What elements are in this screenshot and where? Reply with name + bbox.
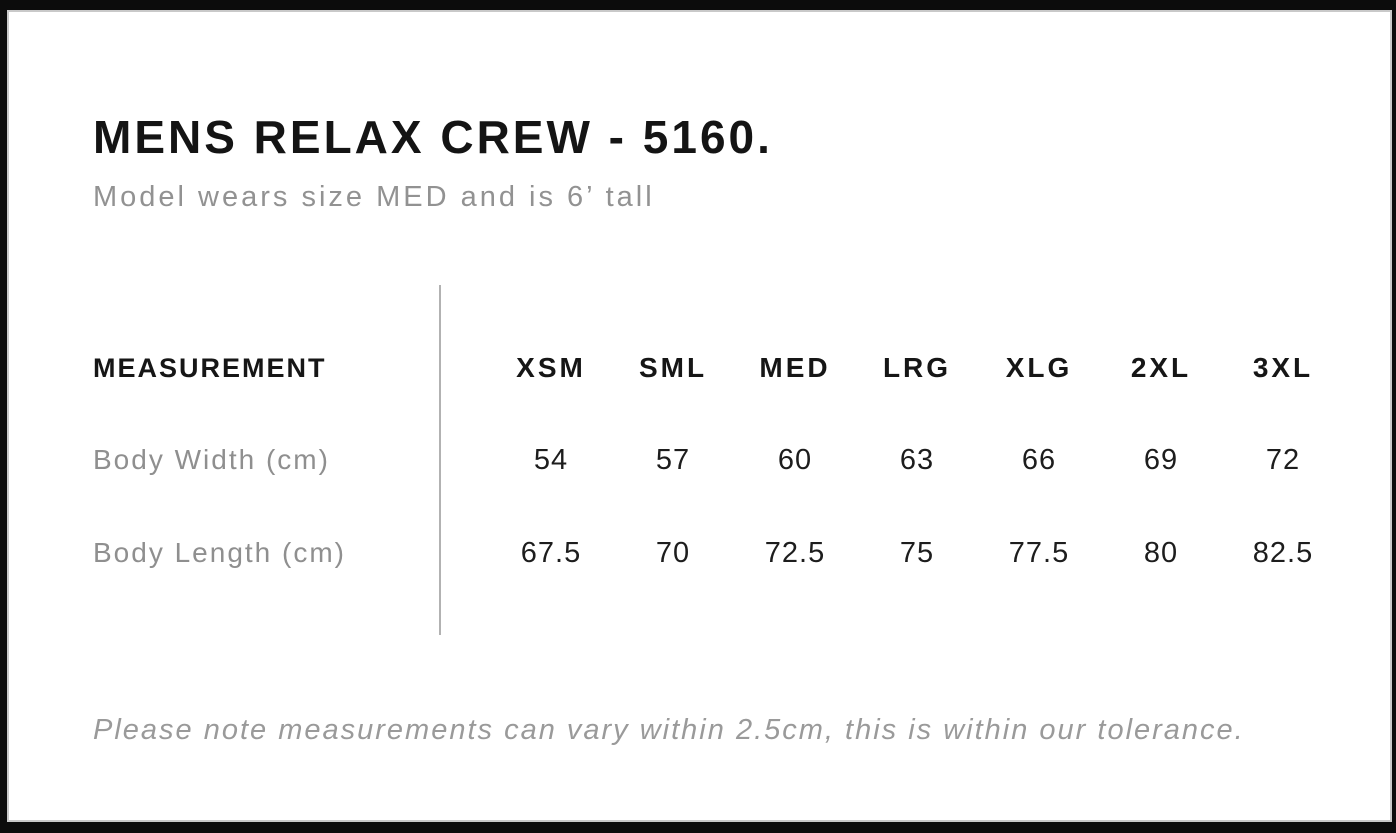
page-background xyxy=(7,10,1392,822)
size-header-xsm: XSM xyxy=(516,352,586,383)
body-length-value-xsm: 67.5 xyxy=(520,536,582,569)
size-header-lrg: LRG xyxy=(882,352,952,383)
size-header-2xl: 2XL xyxy=(1130,352,1192,383)
size-header-3xl: 3XL xyxy=(1252,352,1314,383)
measurement-column-header: MEASUREMENT xyxy=(93,352,327,383)
page-title: MENS RELAX CREW - 5160. xyxy=(93,111,773,163)
size-header-sml: SML xyxy=(638,352,708,383)
body-length-value-lrg: 75 xyxy=(899,536,935,569)
body-width-value-xsm: 54 xyxy=(533,443,569,476)
body-width-value-lrg: 63 xyxy=(899,443,935,476)
body-length-value-med: 72.5 xyxy=(764,536,826,569)
row-label-body-length: Body Length (cm) xyxy=(93,537,346,568)
body-length-value-xlg: 77.5 xyxy=(1008,536,1070,569)
body-width-value-sml: 57 xyxy=(655,443,691,476)
size-header-med: MED xyxy=(759,352,831,383)
tolerance-note: Please note measurements can vary within… xyxy=(93,714,1245,746)
body-length-value-sml: 70 xyxy=(655,536,691,569)
body-width-value-med: 60 xyxy=(777,443,813,476)
body-width-value-xlg: 66 xyxy=(1021,443,1057,476)
model-size-note: Model wears size MED and is 6’ tall xyxy=(93,181,655,213)
body-width-value-3xl: 72 xyxy=(1265,443,1301,476)
table-header-row: MEASUREMENT XSM SML MED LRG XLG 2XL 3XL xyxy=(93,351,1344,385)
size-header-xlg: XLG xyxy=(1005,352,1073,383)
body-width-value-2xl: 69 xyxy=(1143,443,1179,476)
table-row-body-length: Body Length (cm) 67.5 70 72.5 75 77.5 80… xyxy=(93,536,1344,570)
table-vertical-divider xyxy=(439,285,441,635)
body-length-value-3xl: 82.5 xyxy=(1252,536,1314,569)
body-length-value-2xl: 80 xyxy=(1143,536,1179,569)
row-label-body-width: Body Width (cm) xyxy=(93,444,330,475)
table-row-body-width: Body Width (cm) 54 57 60 63 66 69 72 xyxy=(93,443,1344,477)
